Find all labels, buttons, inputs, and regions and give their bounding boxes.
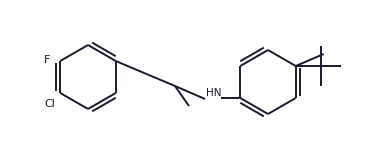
Text: F: F bbox=[44, 55, 50, 65]
Text: HN: HN bbox=[206, 88, 222, 98]
Text: Cl: Cl bbox=[44, 99, 55, 109]
